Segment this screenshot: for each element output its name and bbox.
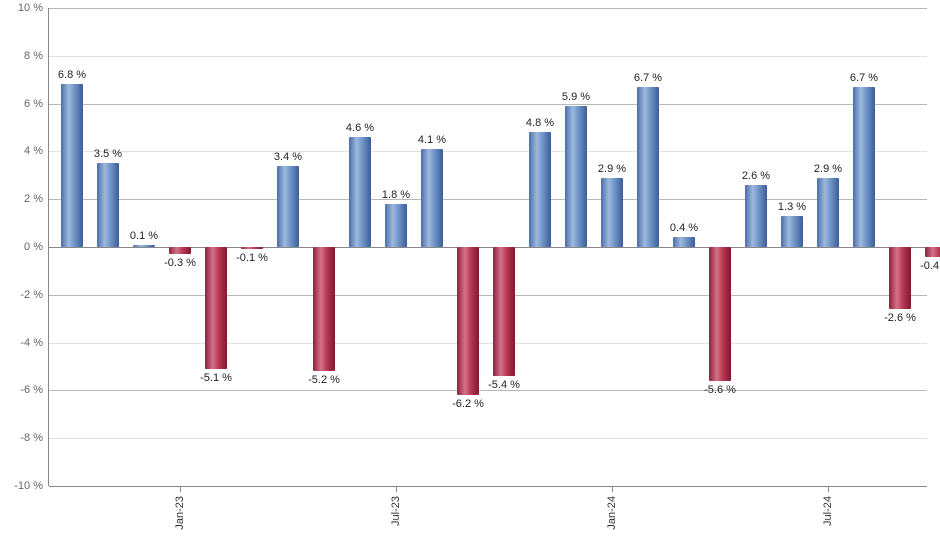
bar bbox=[565, 106, 587, 247]
bar bbox=[385, 204, 407, 247]
bar bbox=[601, 178, 623, 247]
bar-value-label: 2.9 % bbox=[598, 163, 626, 175]
bar-value-label: 3.4 % bbox=[274, 151, 302, 163]
bar bbox=[745, 185, 767, 247]
bar bbox=[241, 247, 263, 249]
bar-value-label: 1.3 % bbox=[778, 201, 806, 213]
bar-value-label: 3.5 % bbox=[94, 148, 122, 160]
bar-value-label: -6.2 % bbox=[452, 398, 484, 410]
y-axis-label: -8 % bbox=[20, 432, 49, 444]
x-axis-label: Jul-24 bbox=[822, 496, 834, 526]
bar bbox=[313, 247, 335, 371]
gridline bbox=[49, 438, 927, 439]
bar bbox=[421, 149, 443, 247]
y-axis-label: 8 % bbox=[24, 50, 49, 62]
y-axis-label: 2 % bbox=[24, 193, 49, 205]
bar-value-label: -5.4 % bbox=[488, 379, 520, 391]
bar-value-label: 4.1 % bbox=[418, 134, 446, 146]
bar bbox=[205, 247, 227, 369]
bar-value-label: 6.8 % bbox=[58, 69, 86, 81]
plot-area: -10 %-8 %-6 %-4 %-2 %0 %2 %4 %6 %8 %10 %… bbox=[48, 8, 927, 486]
x-axis-label: Jul-23 bbox=[390, 496, 402, 526]
gridline bbox=[49, 8, 927, 9]
bar bbox=[709, 247, 731, 381]
bar bbox=[133, 245, 155, 247]
bar-value-label: -5.1 % bbox=[200, 372, 232, 384]
bar bbox=[277, 166, 299, 247]
bar-value-label: 2.6 % bbox=[742, 170, 770, 182]
x-axis-label: Jan-24 bbox=[606, 496, 618, 530]
bar bbox=[349, 137, 371, 247]
chart-container: -10 % -8 % -6 % -4 % -2 % 0 % 2 % 4 % 6 % 8 % 10 %… bbox=[0, 0, 940, 550]
bar bbox=[673, 237, 695, 247]
y-axis-label: -2 % bbox=[20, 289, 49, 301]
bar-value-label: 0.1 % bbox=[130, 230, 158, 242]
bar-value-label: -2.6 % bbox=[884, 312, 916, 324]
y-axis-label: 6 % bbox=[24, 98, 49, 110]
bar-value-label: 5.9 % bbox=[562, 91, 590, 103]
bar bbox=[637, 87, 659, 247]
gridline bbox=[49, 104, 927, 105]
bar bbox=[853, 87, 875, 247]
bar bbox=[889, 247, 911, 309]
bar bbox=[925, 247, 940, 257]
bar-value-label: 6.7 % bbox=[634, 72, 662, 84]
bar-value-label: -0.1 % bbox=[236, 252, 268, 264]
x-axis-label: Jan-23 bbox=[174, 496, 186, 530]
bar bbox=[61, 84, 83, 247]
gridline bbox=[49, 151, 927, 152]
y-axis-label: -4 % bbox=[20, 337, 49, 349]
gridline bbox=[49, 295, 927, 296]
bar-value-label: 6.7 % bbox=[850, 72, 878, 84]
y-axis-label: -10 % bbox=[14, 480, 49, 492]
bar bbox=[97, 163, 119, 247]
gridline bbox=[49, 343, 927, 344]
bar bbox=[817, 178, 839, 247]
bar-value-label: 1.8 % bbox=[382, 189, 410, 201]
bar bbox=[493, 247, 515, 376]
bar-value-label: 2.9 % bbox=[814, 163, 842, 175]
y-axis-label: 0 % bbox=[24, 241, 49, 253]
bar-value-label: 0.4 % bbox=[670, 222, 698, 234]
bar bbox=[169, 247, 191, 254]
y-axis-label: 10 % bbox=[18, 2, 49, 14]
bar bbox=[457, 247, 479, 395]
bar bbox=[781, 216, 803, 247]
y-axis-label: -6 % bbox=[20, 384, 49, 396]
bar-value-label: 4.6 % bbox=[346, 122, 374, 134]
x-axis-line bbox=[49, 486, 927, 487]
bar-value-label: -0.3 % bbox=[164, 257, 196, 269]
gridline bbox=[49, 56, 927, 57]
bar-value-label: -5.6 % bbox=[704, 384, 736, 396]
y-axis-label: 4 % bbox=[24, 145, 49, 157]
bar-value-label: -0.4 % bbox=[920, 260, 940, 272]
bar-value-label: 4.8 % bbox=[526, 117, 554, 129]
bar bbox=[529, 132, 551, 247]
bar-value-label: -5.2 % bbox=[308, 374, 340, 386]
